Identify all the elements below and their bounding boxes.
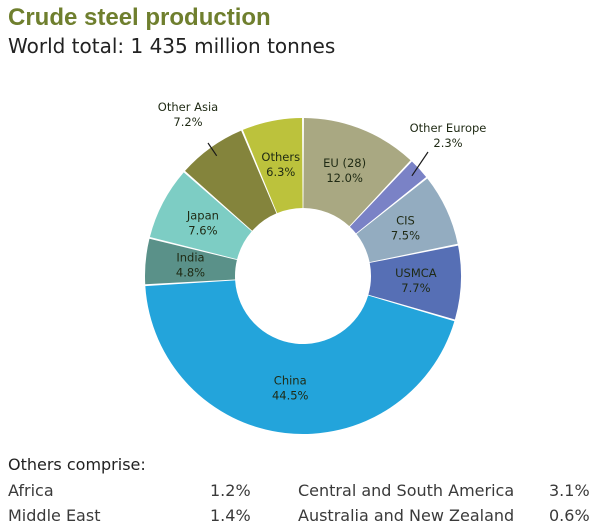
slice-value-other-asia: 7.2% (173, 115, 202, 129)
slice-label-china: China (274, 373, 307, 387)
slice-value-other-europe: 2.3% (433, 136, 462, 150)
slice-india (145, 238, 237, 285)
slice-label-india: India (176, 251, 204, 265)
slice-label-eu-28: EU (28) (323, 156, 366, 170)
others-title: Others comprise: (8, 455, 146, 474)
slice-value-others: 6.3% (266, 165, 295, 179)
slice-eu-28 (303, 118, 411, 227)
slice-value-eu-28: 12.0% (326, 171, 363, 185)
slice-usmca (368, 245, 461, 320)
slice-label-cis: CIS (396, 213, 415, 227)
slice-others (242, 118, 303, 214)
leader-line-other-europe (411, 151, 429, 177)
slice-other-asia (185, 130, 277, 231)
slice-value-india: 4.8% (176, 266, 205, 280)
others-item-australia-nz-value: 0.6% (549, 506, 590, 525)
others-item-africa-value: 1.2% (210, 481, 251, 500)
slice-label-others: Others (261, 150, 300, 164)
others-item-middle-east-name: Middle East (8, 506, 101, 525)
slice-cis (356, 178, 458, 263)
slice-value-usmca: 7.7% (401, 281, 430, 295)
others-item-australia-nz-name: Australia and New Zealand (298, 506, 515, 525)
slice-label-other-europe: Other Europe (410, 121, 487, 135)
slice-label-usmca: USMCA (395, 266, 437, 280)
others-item-africa-name: Africa (8, 481, 54, 500)
slice-china (145, 280, 455, 434)
chart-title: Crude steel production (8, 4, 271, 31)
slice-other-europe (349, 161, 427, 234)
slice-value-cis: 7.5% (391, 228, 420, 242)
slice-label-japan: Japan (186, 209, 219, 223)
slice-label-other-asia: Other Asia (158, 100, 218, 114)
others-item-middle-east-value: 1.4% (210, 506, 251, 525)
others-item-central-south-america-value: 3.1% (549, 481, 590, 500)
others-item-central-south-america-name: Central and South America (298, 481, 515, 500)
slice-japan (149, 172, 252, 260)
slice-value-japan: 7.6% (188, 224, 217, 238)
slice-value-china: 44.5% (272, 388, 309, 402)
leader-line-other-asia (207, 142, 218, 157)
chart-subtitle: World total: 1 435 million tonnes (8, 34, 336, 58)
